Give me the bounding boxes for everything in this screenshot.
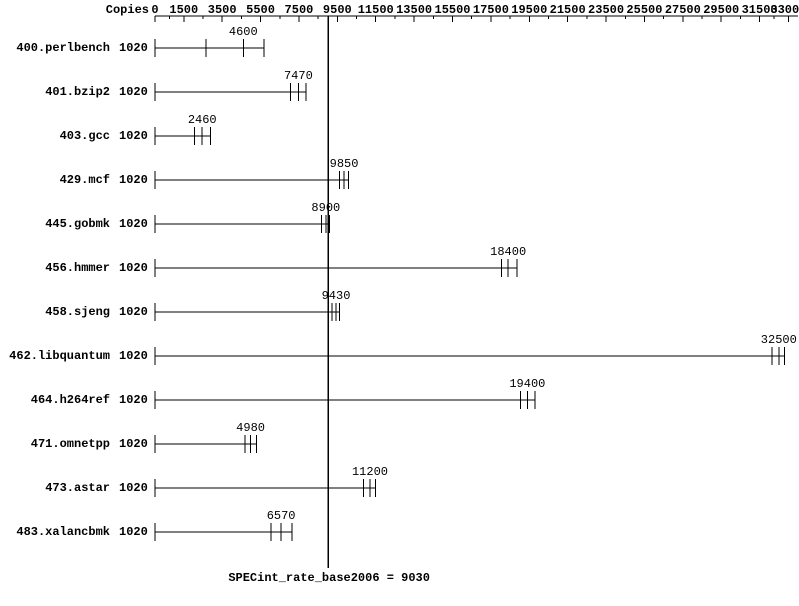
axis-tick-label: 7500 (285, 3, 314, 17)
benchmark-name: 403.gcc (60, 129, 110, 143)
axis-tick-label: 33000 (770, 3, 799, 17)
copies-value: 1020 (119, 129, 148, 143)
axis-tick-label: 13500 (396, 3, 432, 17)
copies-value: 1020 (119, 85, 148, 99)
value-label: 6570 (267, 509, 296, 523)
benchmark-name: 473.astar (45, 481, 110, 495)
benchmark-name: 401.bzip2 (45, 85, 110, 99)
value-label: 7470 (284, 69, 313, 83)
benchmark-name: 483.xalancbmk (16, 525, 110, 539)
value-label: 4600 (229, 25, 258, 39)
axis-tick-label: 3500 (208, 3, 237, 17)
axis-tick-label: 25500 (626, 3, 662, 17)
copies-value: 1020 (119, 525, 148, 539)
value-label: 19400 (509, 377, 545, 391)
axis-tick-label: 15500 (434, 3, 470, 17)
benchmark-name: 471.omnetpp (31, 437, 110, 451)
reference-label: SPECint_rate_base2006 = 9030 (228, 571, 430, 585)
benchmark-name: 445.gobmk (45, 217, 110, 231)
axis-tick-label: 1500 (169, 3, 198, 17)
benchmark-name: 456.hmmer (45, 261, 110, 275)
value-label: 32500 (761, 333, 797, 347)
benchmark-name: 458.sjeng (45, 305, 110, 319)
axis-tick-label: 0 (151, 3, 158, 17)
benchmark-name: 464.h264ref (31, 393, 110, 407)
copies-value: 1020 (119, 305, 148, 319)
value-label: 2460 (188, 113, 217, 127)
benchmark-name: 429.mcf (60, 173, 110, 187)
benchmark-name: 462.libquantum (9, 349, 110, 363)
value-label: 4980 (236, 421, 265, 435)
copies-value: 1020 (119, 349, 148, 363)
copies-header: Copies (106, 3, 149, 17)
axis-tick-label: 5500 (246, 3, 275, 17)
axis-tick-label: 19500 (511, 3, 547, 17)
value-label: 18400 (490, 245, 526, 259)
copies-value: 1020 (119, 217, 148, 231)
axis-tick-label: 21500 (550, 3, 586, 17)
axis-tick-label: 23500 (588, 3, 624, 17)
axis-tick-label: 29500 (703, 3, 739, 17)
axis-tick-label: 17500 (473, 3, 509, 17)
axis-tick-label: 27500 (665, 3, 701, 17)
value-label: 9430 (322, 289, 351, 303)
value-label: 11200 (352, 465, 388, 479)
copies-value: 1020 (119, 41, 148, 55)
axis-tick-label: 11500 (358, 3, 394, 17)
copies-value: 1020 (119, 393, 148, 407)
copies-value: 1020 (119, 173, 148, 187)
copies-value: 1020 (119, 481, 148, 495)
value-label: 9850 (330, 157, 359, 171)
axis-tick-label: 9500 (323, 3, 352, 17)
copies-value: 1020 (119, 261, 148, 275)
copies-value: 1020 (119, 437, 148, 451)
value-label: 8900 (311, 201, 340, 215)
benchmark-name: 400.perlbench (16, 41, 110, 55)
